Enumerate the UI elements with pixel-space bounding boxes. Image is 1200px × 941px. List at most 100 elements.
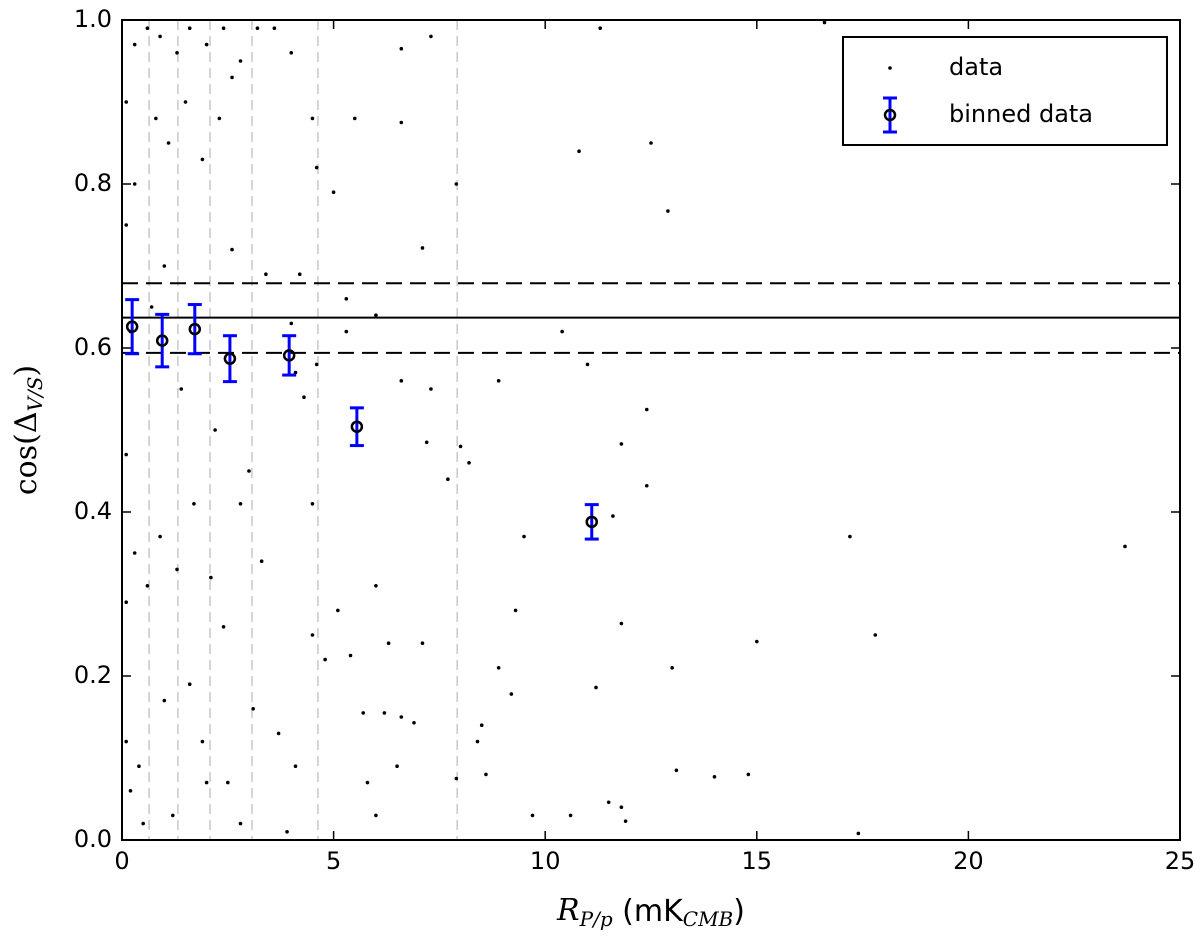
data-point [141, 821, 145, 826]
data-point [187, 682, 192, 686]
y-tick-label: 0.2 [74, 661, 112, 689]
data-point [746, 772, 751, 777]
data-point [598, 26, 603, 31]
data-point [399, 46, 404, 51]
data-point [649, 141, 653, 145]
y-tick-label: 0.8 [74, 169, 112, 197]
data-point [204, 780, 209, 785]
data-point [484, 772, 488, 777]
legend-label: binned data [949, 100, 1093, 128]
data-point [336, 608, 340, 613]
data-point [124, 100, 129, 104]
data-point [361, 711, 366, 715]
data-point [175, 567, 179, 572]
data-point [606, 800, 611, 805]
data-point [293, 764, 298, 768]
data-point [276, 731, 281, 736]
legend-box [842, 36, 1168, 146]
y-label-part: cos(Δ [9, 411, 44, 495]
data-point [496, 666, 501, 670]
data-point [395, 764, 399, 768]
x-tick-label: 25 [1165, 847, 1196, 875]
data-point [374, 584, 378, 588]
binned-point [125, 320, 139, 333]
data-point [429, 387, 433, 391]
data-point [247, 469, 251, 473]
legend-label: data [949, 53, 1003, 81]
data-point [200, 739, 205, 744]
x-axis-label: RP/p (mKCMB) [556, 893, 745, 931]
data-point [149, 305, 154, 309]
data-point [670, 666, 674, 670]
data-point [238, 59, 243, 63]
data-point [217, 116, 222, 121]
data-point [272, 26, 277, 31]
data-point [585, 362, 590, 367]
data-point [285, 830, 289, 834]
data-point [513, 608, 518, 613]
data-point [509, 692, 514, 696]
data-point [314, 362, 319, 367]
y-axis-label: cos(ΔV/S) [9, 365, 47, 495]
data-point [611, 514, 615, 518]
data-point [128, 789, 133, 793]
data-point [446, 477, 450, 482]
data-point [530, 813, 535, 818]
data-point [230, 75, 234, 80]
data-point [412, 720, 416, 725]
x-tick-label: 15 [742, 847, 773, 875]
binned-point [585, 515, 599, 529]
data-point [209, 575, 213, 580]
data-point [302, 395, 306, 400]
data-point [467, 461, 471, 465]
data-point [124, 600, 129, 604]
data-point [382, 711, 387, 715]
data-point [365, 780, 370, 785]
data-point [204, 42, 209, 47]
x-label-part: R [556, 893, 580, 928]
data-point [1123, 544, 1127, 549]
x-tick-label: 10 [530, 847, 561, 875]
data-point [822, 20, 827, 25]
data-point [289, 51, 294, 55]
data-point [644, 483, 649, 488]
binned-point [188, 322, 202, 336]
data-point [158, 534, 162, 539]
data-point [352, 116, 357, 121]
data-point [856, 831, 861, 836]
data-point [644, 407, 649, 412]
data-point [293, 370, 298, 375]
data-point [386, 641, 391, 645]
data-point [374, 813, 378, 818]
data-point [187, 26, 192, 31]
data-point [399, 120, 404, 125]
data-point [251, 707, 255, 711]
data-point [226, 780, 230, 785]
x-tick-label: 20 [953, 847, 984, 875]
data-point [619, 621, 624, 626]
data-point [348, 653, 353, 658]
data-point [221, 625, 226, 629]
data-point [297, 272, 302, 277]
data-point [314, 165, 319, 170]
data-point [158, 34, 162, 39]
data-point [424, 440, 429, 445]
data-point [420, 246, 425, 250]
y-label-part: V/S [23, 377, 47, 412]
data-point [454, 776, 459, 781]
data-point [623, 819, 628, 823]
data-point [162, 698, 167, 703]
data-point [124, 739, 129, 744]
data-point [310, 116, 315, 121]
binned-point [223, 352, 237, 365]
data-point [420, 641, 425, 645]
y-tick-label: 1.0 [74, 5, 112, 33]
data-point [192, 502, 196, 506]
data-point [344, 297, 349, 301]
data-point [124, 452, 129, 457]
data-point [170, 813, 175, 818]
data-point [331, 190, 336, 194]
data-point [594, 685, 598, 690]
data-point [712, 775, 717, 779]
data-point [344, 329, 349, 334]
